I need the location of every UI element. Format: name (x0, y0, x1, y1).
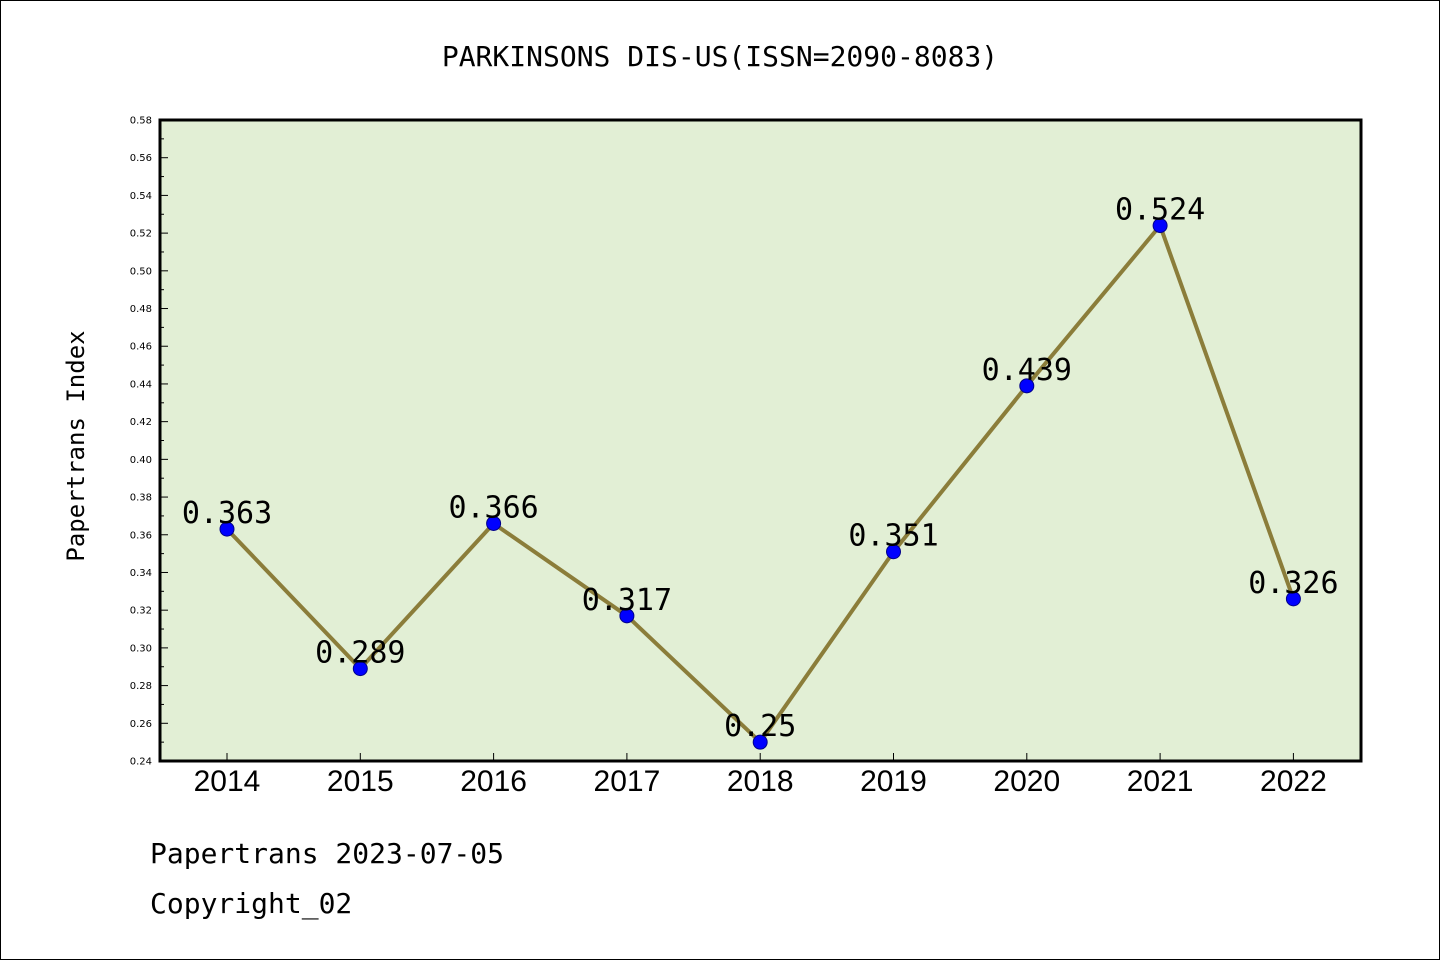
y-tick-label: 0.46 (130, 342, 152, 353)
y-tick-label: 0.52 (130, 229, 152, 240)
y-tick-label: 0.58 (130, 116, 152, 127)
y-axis: 0.24 0.26 0.28 0.30 0.32 0.34 0.36 0.38 0.40 0.42… (130, 116, 168, 768)
data-point-marker (219, 521, 235, 537)
x-tick-label: 2019 (860, 765, 927, 798)
data-label: 0.326 (1248, 566, 1338, 601)
data-point-marker (619, 608, 635, 624)
plot-border (158, 118, 1363, 763)
y-tick-label: 0.24 (130, 757, 152, 768)
y-tick-label: 0.36 (130, 530, 152, 541)
data-labels: 0.363 0.289 0.366 0.317 0.25 0.351 0.439 0.524 0… (182, 193, 1339, 745)
data-point-marker (886, 544, 901, 560)
y-tick-label: 0.40 (130, 455, 152, 466)
y-tick-label: 0.48 (130, 304, 152, 315)
y-tick-label: 0.56 (130, 153, 152, 164)
chart-title: PARKINSONS DIS-US(ISSN=2090-8083) (442, 40, 998, 73)
series-markers (219, 218, 1301, 750)
x-tick-label: 2016 (460, 765, 527, 798)
x-tick-label: 2018 (727, 765, 794, 798)
x-tick-label: 2022 (1260, 765, 1327, 798)
y-tick-label: 0.30 (130, 643, 152, 654)
data-point-marker (352, 661, 368, 677)
x-axis: 2014 2015 2016 2017 2018 2019 2020 2021 2022 (194, 753, 1327, 798)
x-tick-label: 2017 (594, 765, 661, 798)
y-tick-label: 0.34 (130, 568, 152, 579)
data-point-marker (1019, 378, 1035, 394)
footer-date: Papertrans 2023-07-05 (150, 837, 504, 870)
y-tick-label: 0.26 (130, 719, 152, 730)
data-label: 0.363 (182, 496, 272, 531)
data-label: 0.317 (582, 583, 672, 618)
x-tick-label: 2020 (993, 765, 1060, 798)
x-tick-label: 2015 (327, 765, 394, 798)
y-tick-label: 0.42 (130, 417, 152, 428)
y-tick-label: 0.44 (130, 379, 152, 390)
data-point-marker (752, 734, 768, 750)
data-label: 0.25 (724, 709, 796, 744)
data-label: 0.439 (982, 353, 1072, 388)
data-label: 0.366 (448, 490, 538, 525)
y-tick-label: 0.50 (130, 266, 152, 277)
y-tick-label: 0.28 (130, 681, 152, 692)
x-tick-label: 2014 (194, 765, 261, 798)
data-point-marker (1285, 591, 1301, 607)
x-tick-label: 2021 (1127, 765, 1194, 798)
data-label: 0.524 (1115, 193, 1205, 228)
data-point-marker (1152, 218, 1168, 234)
footer-copyright: Copyright_02 (150, 887, 352, 921)
y-axis-label: Papertrans Index (62, 330, 90, 561)
data-point-marker (486, 515, 502, 531)
data-label: 0.351 (848, 519, 938, 554)
y-tick-label: 0.54 (130, 191, 152, 202)
y-tick-label: 0.32 (130, 606, 152, 617)
data-label: 0.289 (315, 636, 405, 671)
y-tick-label: 0.38 (130, 493, 152, 504)
